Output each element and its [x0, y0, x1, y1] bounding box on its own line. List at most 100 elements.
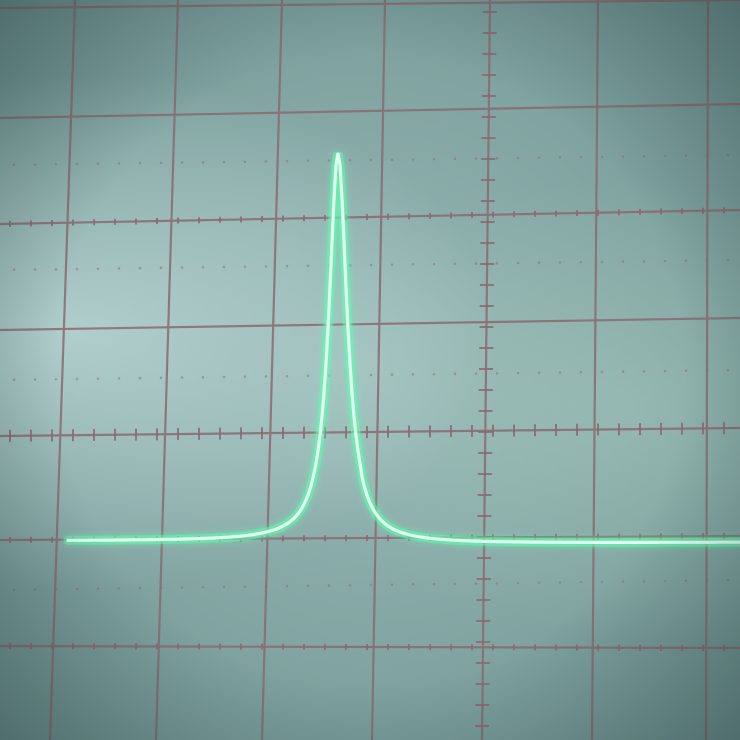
graticule-dot: [684, 154, 688, 158]
graticule-dot: [138, 376, 142, 380]
graticule-dot: [516, 581, 520, 585]
graticule-dot: [411, 373, 415, 376]
graticule-dot: [684, 259, 688, 263]
graticule-dot: [285, 374, 289, 378]
graticule-dot: [159, 266, 163, 270]
graticule-dot: [642, 259, 646, 263]
graticule-dot: [390, 263, 394, 267]
graticule-dot: [705, 259, 709, 262]
graticule-dot: [453, 372, 457, 376]
graticule-dot: [600, 580, 604, 584]
graticule-dot: [453, 262, 457, 266]
graticule-dot: [222, 265, 226, 269]
graticule-dot: [201, 375, 205, 379]
graticule-dot: [306, 264, 310, 268]
graticule-dot: [684, 369, 688, 373]
graticule-dot: [369, 373, 373, 377]
graticule-dot: [96, 267, 100, 270]
graticule-dot: [726, 153, 730, 157]
graticule-dot: [327, 584, 331, 587]
graticule-dot: [12, 378, 16, 382]
graticule-dot: [663, 579, 667, 583]
graticule-dot: [12, 588, 16, 592]
graticule-dot: [285, 264, 289, 268]
graticule-dot: [579, 260, 583, 264]
graticule-dot: [390, 158, 394, 162]
graticule-dot: [621, 260, 625, 263]
graticule-dot: [411, 583, 415, 586]
graticule-dot: [495, 261, 499, 265]
grid-line-vertical: [590, 0, 600, 740]
graticule-dot: [705, 369, 709, 372]
graticule-dot: [705, 154, 709, 157]
graticule-dot: [390, 373, 394, 377]
graticule-dot: [285, 584, 289, 588]
graticule-dot: [537, 581, 541, 585]
grid-line-vertical: [48, 0, 77, 740]
graticule-dot: [726, 258, 730, 262]
grid-line-horizontal: [0, 316, 740, 332]
graticule-dot: [516, 156, 520, 160]
graticule-dot: [138, 586, 142, 590]
graticule-dot: [579, 155, 583, 159]
graticule-dot: [495, 156, 499, 160]
graticule-dot: [705, 579, 709, 582]
graticule-dot: [453, 582, 457, 586]
graticule-dot: [201, 585, 205, 589]
graticule-dot: [537, 261, 541, 265]
graticule-dot: [621, 155, 625, 158]
graticule-dot: [243, 265, 247, 268]
graticule-dot: [159, 161, 163, 165]
graticule-dot: [243, 375, 247, 378]
graticule-dot: [537, 371, 541, 375]
signal-trace: [66, 152, 740, 544]
graticule-dot: [75, 587, 79, 591]
graticule-dot: [180, 161, 184, 164]
graticule-dot: [75, 162, 79, 166]
graticule-dot: [558, 261, 562, 264]
graticule-dot: [180, 376, 184, 379]
graticule-dot: [33, 268, 37, 271]
grid-line-horizontal: [0, 0, 740, 10]
graticule-dot: [96, 162, 100, 165]
graticule-dot: [138, 161, 142, 165]
graticule-dot: [558, 156, 562, 159]
graticule-dot: [411, 263, 415, 266]
graticule-dot: [411, 158, 415, 161]
graticule-dot: [663, 369, 667, 373]
grid-line-vertical: [260, 0, 284, 740]
graticule-dot: [432, 157, 436, 161]
graticule-dot: [495, 581, 499, 585]
graticule-dot: [306, 374, 310, 378]
graticule-dot: [159, 376, 163, 380]
graticule-dot: [264, 585, 268, 588]
graticule-dot: [54, 377, 58, 381]
graticule-dot: [348, 158, 352, 162]
graticule-dot: [138, 266, 142, 270]
graticule-dot: [579, 370, 583, 374]
graticule-dot: [495, 371, 499, 375]
graticule-dot: [54, 587, 58, 591]
graticule-dot: [117, 377, 121, 380]
graticule-dot: [264, 265, 268, 268]
graticule-dot: [453, 157, 457, 161]
graticule-dot: [117, 587, 121, 590]
graticule-dot: [642, 369, 646, 373]
graticule-dot: [159, 586, 163, 590]
graticule-dot: [75, 267, 79, 271]
graticule-dot: [432, 372, 436, 376]
graticule-dot: [222, 375, 226, 379]
graticule-dot: [621, 580, 625, 583]
graticule-dot: [264, 160, 268, 163]
grid-line-horizontal: [0, 102, 740, 120]
grid-line-horizontal: [0, 426, 740, 438]
graticule-dot: [684, 579, 688, 583]
graticule-dot: [75, 377, 79, 381]
graticule-dot: [558, 581, 562, 584]
graticule-dot: [663, 259, 667, 263]
graticule-dot: [327, 159, 331, 162]
graticule-dot: [201, 160, 205, 164]
graticule-dot: [306, 159, 310, 163]
